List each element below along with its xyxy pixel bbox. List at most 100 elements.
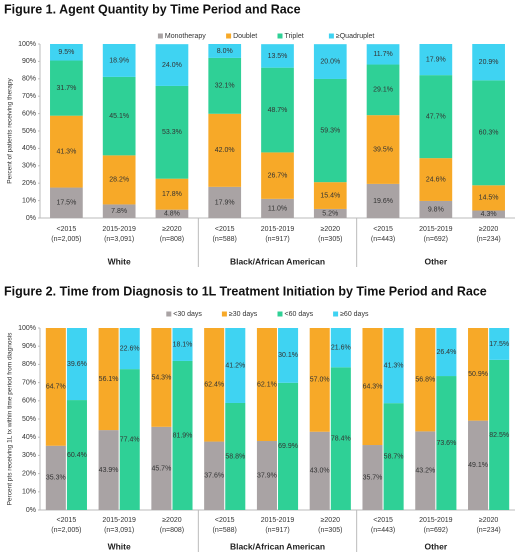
bar-segment	[309, 431, 330, 510]
bar-segment	[45, 445, 66, 510]
value-label: 15.4%	[320, 192, 340, 199]
value-label: 11.7%	[373, 51, 392, 58]
x-tick-count: (n=917)	[265, 236, 289, 243]
value-label: 24.6%	[426, 176, 446, 183]
bar-segment	[204, 441, 225, 510]
value-label: 11.0%	[268, 205, 287, 212]
value-label: 43.0%	[310, 468, 330, 475]
bar-segment	[151, 328, 172, 427]
value-label: 41.3%	[384, 362, 404, 369]
bar-segment	[330, 328, 351, 368]
value-label: 18.9%	[109, 57, 129, 64]
x-tick-label: <2015	[215, 517, 235, 524]
x-tick-count: (n=808)	[160, 527, 184, 534]
x-tick-label: 2015-2019	[419, 226, 453, 233]
value-label: 48.7%	[268, 107, 288, 114]
y-tick-label: 60%	[22, 110, 36, 117]
x-tick-count: (n=3,091)	[104, 236, 134, 243]
value-label: 21.6%	[331, 344, 351, 351]
x-tick-label: ≥2020	[321, 517, 341, 524]
legend-swatch	[221, 311, 227, 317]
y-tick-label: 90%	[22, 58, 36, 65]
y-tick-label: 100%	[18, 41, 36, 48]
value-label: 62.4%	[204, 382, 224, 389]
x-tick-label: 2015-2019	[102, 517, 136, 524]
value-label: 9.8%	[428, 206, 444, 213]
value-label: 56.8%	[415, 377, 435, 384]
legend-label: ≥30 days	[229, 311, 258, 318]
value-label: 53.3%	[162, 129, 182, 136]
value-label: 64.7%	[46, 384, 66, 391]
y-tick-label: 60%	[22, 398, 36, 405]
bar-segment	[119, 369, 140, 510]
bar-segment	[102, 44, 136, 77]
group-label: White	[108, 541, 131, 551]
x-tick-label: 2015-2019	[261, 226, 295, 233]
bar-segment	[383, 403, 404, 510]
value-label: 28.2%	[109, 177, 129, 184]
value-label: 45.1%	[109, 113, 129, 120]
bar-segment	[309, 328, 330, 432]
x-tick-count: (n=305)	[318, 527, 342, 534]
y-tick-label: 10%	[22, 489, 36, 496]
value-label: 73.6%	[436, 440, 456, 447]
value-label: 17.8%	[162, 191, 182, 198]
bar-segment	[366, 44, 400, 65]
bar-segment	[278, 382, 299, 510]
x-tick-count: (n=443)	[371, 236, 395, 243]
value-label: 50.9%	[468, 371, 488, 378]
value-label: 45.7%	[151, 465, 171, 472]
bar-segment	[468, 328, 489, 421]
bar-segment	[436, 328, 457, 377]
y-tick-label: 100%	[18, 325, 36, 332]
bar-segment	[155, 44, 189, 86]
x-tick-label: ≥2020	[479, 226, 499, 233]
value-label: 22.6%	[120, 345, 140, 352]
value-label: 60.3%	[479, 130, 499, 137]
value-label: 39.5%	[373, 146, 393, 153]
bar-segment	[98, 328, 119, 431]
value-label: 20.9%	[479, 59, 499, 66]
bar-segment	[66, 328, 87, 401]
bar-segment	[50, 187, 83, 218]
x-tick-count: (n=2,005)	[51, 527, 81, 534]
value-label: 29.1%	[373, 87, 393, 94]
bar-segment	[436, 376, 457, 510]
value-label: 5.2%	[322, 210, 338, 217]
legend-swatch	[166, 311, 172, 317]
y-tick-label: 40%	[22, 145, 36, 152]
x-tick-count: (n=443)	[371, 527, 395, 534]
bar-segment	[313, 182, 347, 209]
legend-swatch	[277, 311, 283, 317]
value-label: 35.3%	[46, 475, 66, 482]
value-label: 58.8%	[225, 453, 245, 460]
bar-segment	[225, 402, 246, 510]
bar-segment	[208, 113, 242, 187]
group-label: Other	[424, 541, 447, 551]
x-tick-count: (n=234)	[476, 527, 500, 534]
bar-segment	[415, 431, 436, 510]
value-label: 37.9%	[257, 472, 277, 479]
bar-segment	[102, 76, 136, 156]
x-tick-label: ≥2020	[162, 517, 182, 524]
value-label: 37.6%	[204, 473, 224, 480]
value-label: 42.0%	[215, 147, 235, 154]
value-label: 18.1%	[173, 341, 193, 348]
bar-segment	[208, 186, 242, 218]
bar-segment	[489, 328, 510, 360]
x-tick-label: ≥2020	[321, 226, 341, 233]
x-tick-count: (n=692)	[424, 236, 448, 243]
x-tick-label: 2015-2019	[419, 517, 453, 524]
bar-segment	[119, 328, 140, 370]
y-tick-label: 0%	[26, 507, 36, 514]
bar-segment	[98, 430, 119, 510]
value-label: 26.7%	[268, 172, 288, 179]
bar-segment	[155, 178, 189, 210]
bar-segment	[102, 155, 136, 205]
value-label: 82.5%	[489, 432, 509, 439]
bar-segment	[489, 359, 510, 510]
bar-segment	[415, 328, 436, 432]
bar-segment	[45, 328, 66, 446]
group-label: Other	[424, 256, 447, 266]
legend-swatch	[277, 33, 283, 39]
